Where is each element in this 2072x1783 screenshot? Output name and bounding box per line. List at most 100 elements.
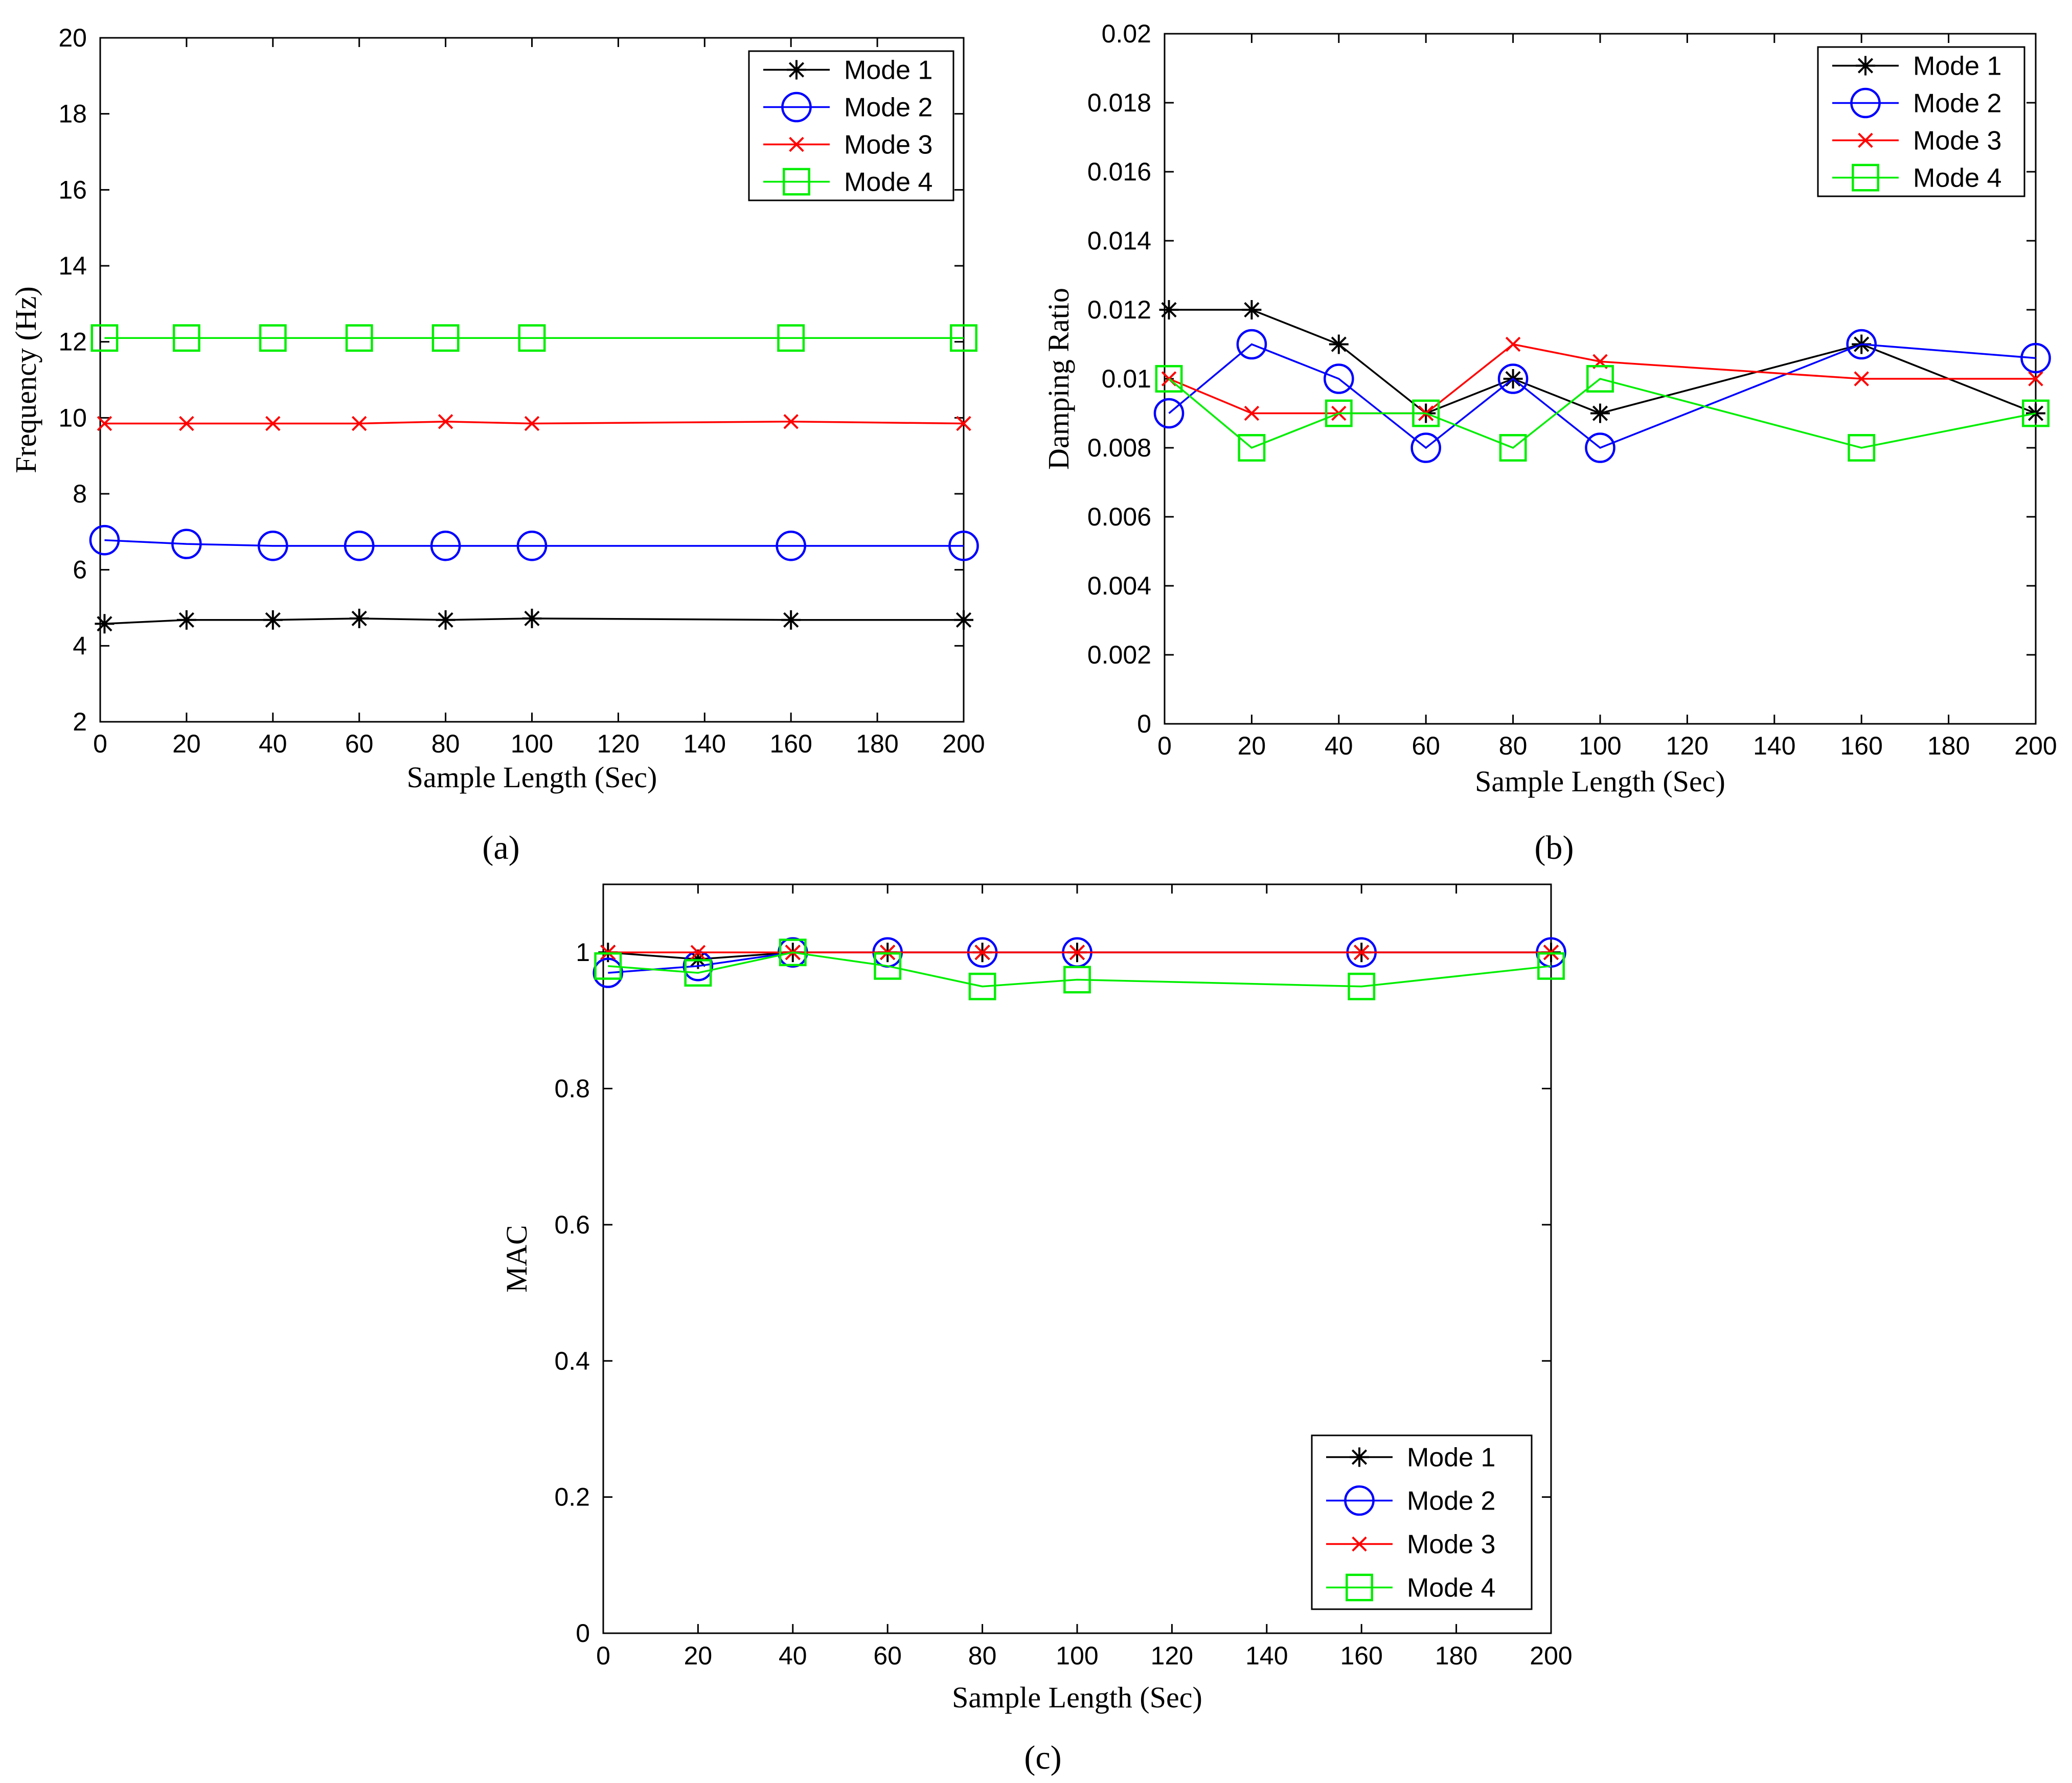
data-point	[1354, 945, 1369, 960]
data-point	[1499, 434, 1527, 462]
legend-label: Mode 2	[1913, 89, 2001, 119]
series-mode-4	[594, 939, 1565, 1000]
legend-marker	[1850, 87, 1881, 119]
y-tick-label: 0.016	[1087, 157, 1151, 186]
chart-panel-1: 0 20 40 60 80 100 120 140 160 180 200 2 4 6 8 10 12 14 16 1…	[9, 24, 985, 866]
data-point	[1238, 434, 1266, 462]
y-tick-label: 0.02	[1102, 19, 1151, 48]
series-line	[1169, 309, 2036, 415]
data-point	[430, 531, 461, 561]
legend-item: Mode 2	[1832, 87, 2001, 119]
series-line	[1168, 343, 2036, 449]
y-tick-label: 0.018	[1087, 88, 1151, 117]
x-tick-label: 20	[172, 729, 201, 758]
data-point	[781, 610, 801, 630]
data-point	[776, 531, 806, 561]
data-point	[436, 610, 456, 630]
y-tick-label: 0.6	[554, 1210, 590, 1239]
legend-label: Mode 3	[1407, 1530, 1495, 1560]
data-point	[874, 952, 902, 980]
legend-item: Mode 2	[763, 92, 932, 123]
data-point	[351, 416, 367, 431]
x-tick-label: 60	[1411, 732, 1440, 760]
legend-item: Mode 4	[763, 168, 932, 197]
data-point	[431, 324, 460, 352]
y-tick-label: 0.8	[554, 1075, 590, 1103]
data-point	[1586, 365, 1614, 393]
x-tick-label: 60	[873, 1641, 902, 1670]
data-point	[438, 414, 453, 429]
legend-item: Mode 3	[763, 130, 932, 160]
data-point	[1848, 434, 1876, 462]
data-point	[974, 945, 990, 960]
data-point	[1412, 399, 1440, 427]
x-tick-label: 0	[93, 729, 107, 758]
data-point	[1325, 399, 1353, 427]
x-tick-label: 0	[1157, 732, 1172, 760]
data-point	[265, 416, 281, 431]
panel-label: (b)	[1535, 829, 1574, 866]
legend-label: Mode 2	[1407, 1487, 1495, 1516]
data-point	[179, 416, 194, 431]
legend-marker	[1350, 1447, 1369, 1467]
panel-label: (a)	[482, 829, 519, 866]
series-mode-2	[1153, 329, 2051, 463]
data-point	[263, 610, 283, 630]
y-tick-label: 1	[576, 938, 590, 967]
data-point	[777, 324, 805, 352]
legend-label: Mode 3	[844, 130, 932, 160]
x-tick-label: 140	[1245, 1641, 1288, 1670]
y-tick-label: 0.014	[1087, 226, 1151, 255]
data-point	[349, 608, 369, 628]
data-point	[172, 324, 200, 352]
data-point	[1069, 945, 1085, 960]
data-point	[344, 531, 375, 561]
series-mode-4	[1155, 365, 2050, 462]
series-mode-1	[95, 608, 973, 634]
x-tick-label: 40	[259, 729, 287, 758]
y-tick-label: 0.006	[1087, 502, 1151, 531]
data-point	[1324, 363, 1354, 394]
data-point	[1410, 432, 1441, 463]
legend-item: Mode 4	[1832, 164, 2001, 193]
x-tick-label: 120	[1666, 732, 1709, 760]
data-point	[950, 324, 977, 352]
x-tick-label: 80	[1499, 732, 1528, 760]
data-point	[1846, 329, 1877, 360]
x-axis-label: Sample Length (Sec)	[1475, 765, 1725, 798]
y-tick-label: 0	[576, 1619, 590, 1648]
data-point	[258, 531, 288, 561]
series-line	[104, 618, 964, 625]
x-tick-label: 160	[1340, 1641, 1382, 1670]
x-tick-label: 180	[856, 729, 898, 758]
legend-label: Mode 1	[1913, 52, 2001, 81]
data-point	[522, 608, 542, 628]
legend-label: Mode 1	[844, 56, 932, 85]
data-point	[259, 324, 287, 352]
data-point	[2028, 371, 2043, 386]
x-tick-label: 20	[684, 1641, 713, 1670]
x-tick-label: 160	[1840, 732, 1882, 760]
data-point	[2020, 342, 2051, 374]
data-point	[97, 416, 112, 431]
chart-panel-3: 0 20 40 60 80 100 120 140 160 180 200 0 0.2 0.4 0.6 0.8…	[500, 883, 1573, 1776]
legend: Mode 1 Mode 2 Mode 3 Mode 4	[748, 50, 954, 201]
panel-label: (c)	[1024, 1739, 1061, 1776]
legend-marker	[781, 92, 812, 123]
legend-label: Mode 2	[844, 93, 932, 123]
legend-label: Mode 4	[1407, 1573, 1495, 1603]
series-mode-3	[97, 414, 971, 431]
data-point	[95, 614, 115, 634]
y-tick-label: 10	[58, 403, 87, 432]
y-tick-label: 0	[1137, 710, 1151, 738]
y-tick-label: 2	[73, 707, 87, 736]
legend-label: Mode 1	[1407, 1443, 1495, 1473]
x-tick-label: 200	[2014, 732, 2057, 760]
data-point	[968, 972, 996, 1000]
x-tick-label: 200	[942, 729, 985, 758]
y-tick-label: 0.004	[1087, 572, 1151, 600]
y-tick-label: 18	[58, 100, 87, 128]
series-line	[608, 951, 1552, 988]
x-tick-label: 80	[968, 1641, 997, 1670]
data-point	[176, 610, 196, 630]
